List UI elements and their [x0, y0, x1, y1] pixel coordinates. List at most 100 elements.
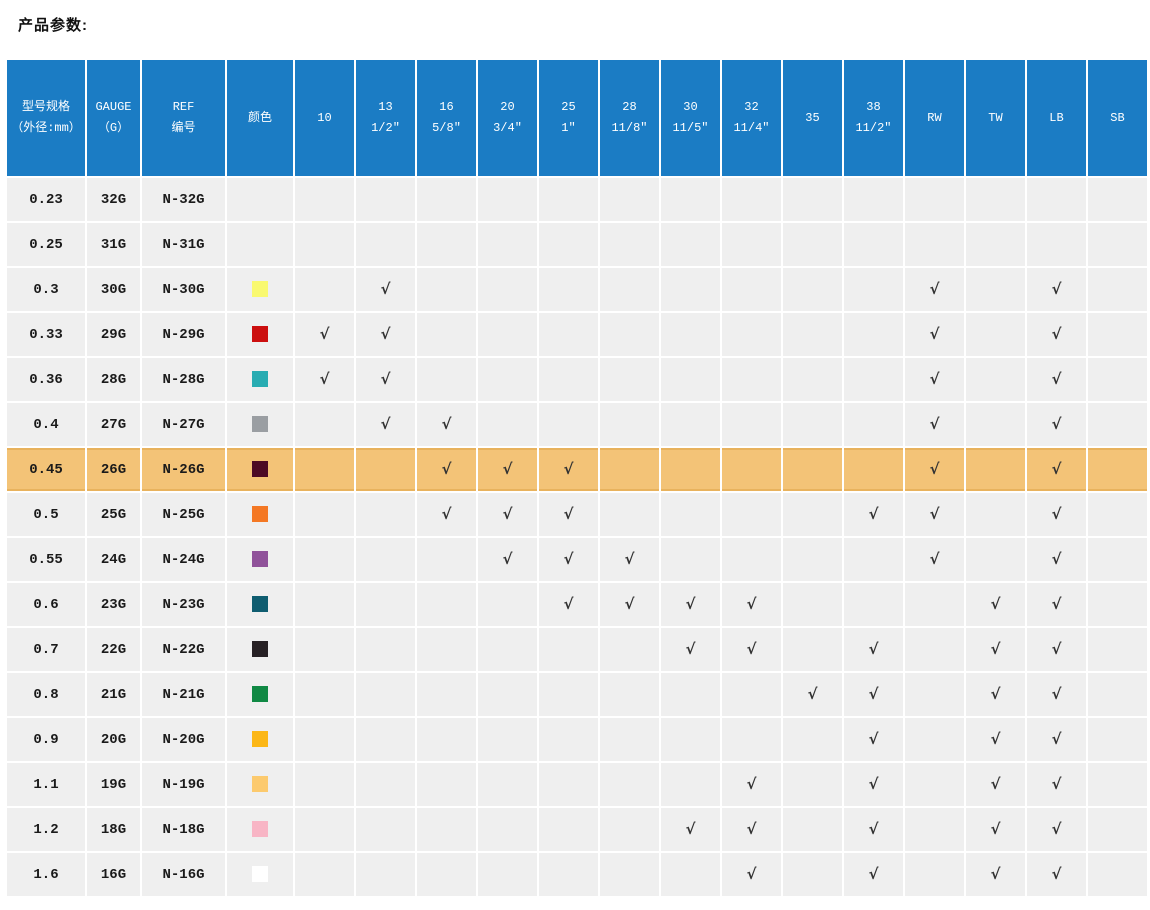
size-cell-30: √ [659, 806, 722, 853]
gauge-cell: 20G [85, 716, 142, 763]
table-row: 0.7 22G N-22G √ √ √ √ √ [5, 626, 1149, 673]
page-title: 产品参数: [18, 17, 88, 34]
size-cell-TW [964, 221, 1027, 268]
model-cell: 0.5 [5, 491, 87, 538]
color-swatch [252, 416, 268, 433]
column-header-RW: RW [903, 58, 966, 178]
size-cell-LB: √ [1025, 671, 1088, 718]
ref-cell: N-20G [140, 716, 227, 763]
size-cell-32 [720, 356, 783, 403]
color-swatch [252, 281, 268, 298]
size-cell-28 [598, 806, 661, 853]
color-cell [225, 806, 295, 853]
check-icon: √ [990, 685, 1001, 703]
size-cell-13 [354, 806, 417, 853]
check-icon: √ [929, 415, 940, 433]
column-header-line2: 11/8″ [611, 121, 648, 135]
column-header-13: 13 1/2″ [354, 58, 417, 178]
model-cell: 0.4 [5, 401, 87, 448]
ref-cell: N-30G [140, 266, 227, 313]
size-cell-32 [720, 536, 783, 583]
gauge-cell: 30G [85, 266, 142, 313]
check-icon: √ [319, 325, 330, 343]
model-cell: 1.6 [5, 851, 87, 898]
size-cell-20 [476, 266, 539, 313]
size-cell-LB: √ [1025, 536, 1088, 583]
check-icon: √ [441, 415, 452, 433]
size-cell-20 [476, 401, 539, 448]
size-cell-TW [964, 311, 1027, 358]
size-cell-25 [537, 356, 600, 403]
size-cell-38 [842, 221, 905, 268]
size-cell-30 [659, 671, 722, 718]
size-cell-32: √ [720, 581, 783, 628]
size-cell-20 [476, 851, 539, 898]
size-cell-25: √ [537, 536, 600, 583]
size-cell-TW [964, 356, 1027, 403]
table-row: 0.8 21G N-21G √ √ √ √ [5, 671, 1149, 718]
size-cell-28 [598, 626, 661, 673]
size-cell-10 [293, 491, 356, 538]
check-icon: √ [929, 370, 940, 388]
check-icon: √ [990, 595, 1001, 613]
size-cell-SB [1086, 671, 1149, 718]
table-row: 0.25 31G N-31G [5, 221, 1149, 268]
size-cell-32: √ [720, 806, 783, 853]
size-cell-10 [293, 716, 356, 763]
size-cell-SB [1086, 446, 1149, 493]
table-row: 0.5 25G N-25G √ √ √ √ √ √ [5, 491, 1149, 538]
size-cell-30 [659, 851, 722, 898]
size-cell-LB [1025, 221, 1088, 268]
gauge-cell: 32G [85, 176, 142, 223]
size-cell-25: √ [537, 446, 600, 493]
ref-cell: N-29G [140, 311, 227, 358]
size-cell-10 [293, 761, 356, 808]
size-cell-10 [293, 581, 356, 628]
size-cell-16 [415, 221, 478, 268]
size-cell-20 [476, 356, 539, 403]
size-cell-TW [964, 401, 1027, 448]
check-icon: √ [685, 640, 696, 658]
check-icon: √ [563, 550, 574, 568]
size-cell-38 [842, 356, 905, 403]
size-cell-SB [1086, 716, 1149, 763]
ref-cell: N-25G [140, 491, 227, 538]
gauge-cell: 28G [85, 356, 142, 403]
column-header-line2: 11/4″ [733, 121, 770, 135]
size-cell-SB [1086, 176, 1149, 223]
size-cell-10 [293, 401, 356, 448]
column-header-line1: 35 [805, 110, 820, 125]
size-cell-13: √ [354, 311, 417, 358]
size-cell-RW [903, 176, 966, 223]
size-cell-20 [476, 221, 539, 268]
check-icon: √ [1051, 370, 1062, 388]
check-icon: √ [380, 415, 391, 433]
size-cell-30 [659, 716, 722, 763]
size-cell-RW: √ [903, 491, 966, 538]
size-cell-13 [354, 491, 417, 538]
size-cell-10 [293, 176, 356, 223]
size-cell-32: √ [720, 851, 783, 898]
size-cell-38: √ [842, 716, 905, 763]
column-header-line2: 1″ [561, 121, 576, 135]
check-icon: √ [1051, 865, 1062, 883]
ref-cell: N-19G [140, 761, 227, 808]
size-cell-16: √ [415, 491, 478, 538]
column-header-32: 32 11/4″ [720, 58, 783, 178]
size-cell-38: √ [842, 761, 905, 808]
ref-cell: N-21G [140, 671, 227, 718]
column-header-model: 型号规格 （外径:mm） [5, 58, 87, 178]
size-cell-20 [476, 176, 539, 223]
size-cell-RW: √ [903, 311, 966, 358]
size-cell-30 [659, 761, 722, 808]
size-cell-LB: √ [1025, 581, 1088, 628]
size-cell-38: √ [842, 626, 905, 673]
size-cell-LB: √ [1025, 491, 1088, 538]
size-cell-10 [293, 851, 356, 898]
check-icon: √ [990, 640, 1001, 658]
table-row: 0.55 24G N-24G √ √ √ √ √ [5, 536, 1149, 583]
column-header-gauge: GAUGE （G） [85, 58, 142, 178]
check-icon: √ [868, 685, 879, 703]
column-header-line1: SB [1110, 110, 1125, 125]
column-header-line1: TW [988, 110, 1003, 125]
